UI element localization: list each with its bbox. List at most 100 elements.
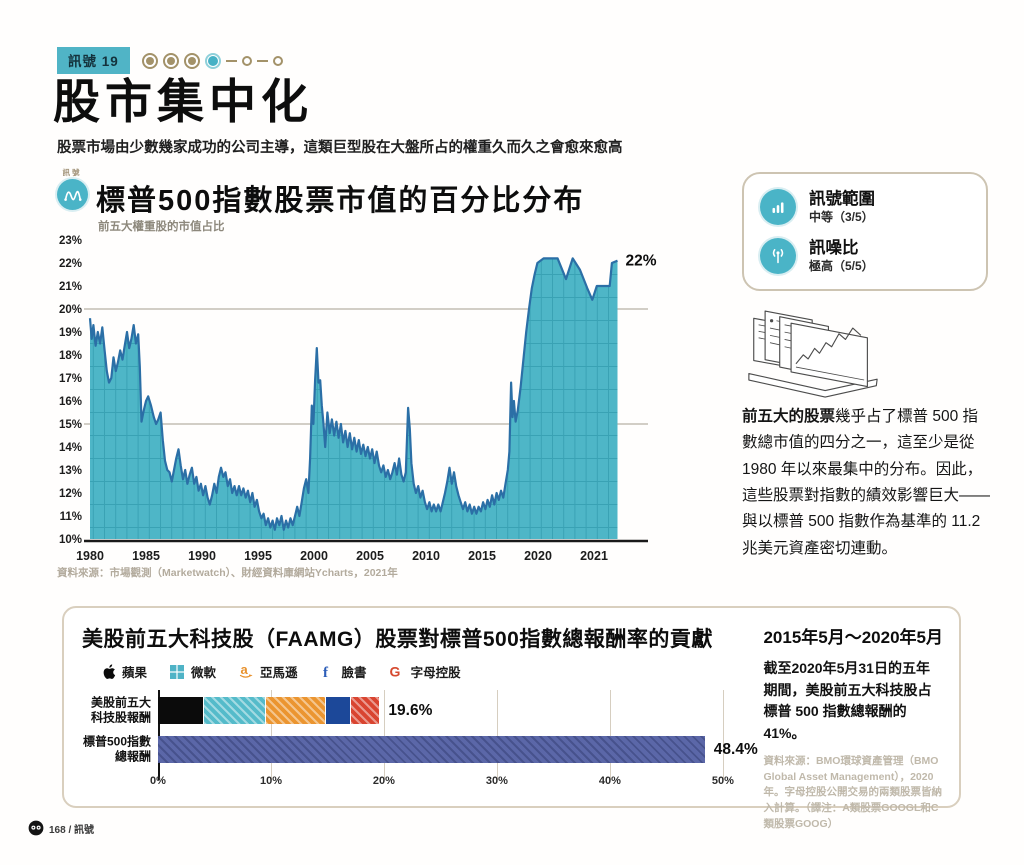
- page-title: 股市集中化: [53, 75, 313, 128]
- svg-text:18%: 18%: [59, 350, 82, 362]
- google-icon: G: [389, 664, 405, 680]
- bar-total-label: 48.4%: [713, 740, 758, 758]
- amazon-icon: a: [238, 663, 254, 680]
- svg-text:2010: 2010: [412, 549, 440, 563]
- svg-text:2005: 2005: [356, 549, 384, 563]
- svg-text:1985: 1985: [132, 549, 160, 563]
- bar-axis-tick: 50%: [711, 775, 734, 787]
- svg-text:13%: 13%: [59, 465, 82, 477]
- legend-label: 微軟: [191, 666, 217, 680]
- legend-label: 臉書: [341, 666, 367, 680]
- signal-range-label: 訊號範圍: [809, 189, 875, 208]
- bar-gridline: [722, 690, 724, 780]
- svg-text:19%: 19%: [59, 327, 82, 339]
- chart-rack-illustration: [748, 310, 878, 398]
- chart-icon-micro-label: 訊號: [62, 168, 82, 177]
- page-subtitle: 股票市場由少數幾家成功的公司主導，這類巨型股在大盤所占的權重久而久之會愈來愈高: [57, 140, 623, 156]
- svg-text:1980: 1980: [76, 549, 104, 563]
- signal-bars-icon: [760, 189, 796, 225]
- bar-track: [158, 736, 745, 763]
- svg-text:11%: 11%: [60, 511, 82, 523]
- snr-row: 訊噪比 極高（5/5）: [760, 238, 970, 274]
- progress-dot-done: [141, 52, 158, 69]
- publisher-logo-icon: [28, 820, 44, 836]
- bar-gridline: [609, 690, 611, 780]
- dot-connector: [256, 59, 268, 62]
- faamg-legend: 蘋果 微軟 a 亞馬遜 f 臉書 G 字母控股: [100, 662, 753, 681]
- bar-axis-tick: 30%: [485, 775, 508, 787]
- legend-label: 字母控股: [410, 666, 461, 680]
- progress-dot-todo: [241, 55, 252, 66]
- svg-text:1990: 1990: [188, 549, 216, 563]
- chart-icon-block: 訊號: [55, 167, 89, 210]
- svg-text:1995: 1995: [244, 549, 272, 563]
- svg-text:2020: 2020: [524, 549, 552, 563]
- legend-item: 蘋果: [100, 662, 147, 681]
- progress-dots: [141, 52, 288, 69]
- progress-dot-done: [162, 52, 179, 69]
- bar-track: [158, 697, 745, 724]
- svg-text:21%: 21%: [59, 281, 82, 293]
- legend-label: 亞馬遜: [260, 666, 298, 680]
- dot-connector: [225, 59, 237, 62]
- main-chart-source: 資料來源：市場觀測（Marketwatch）、財經資料庫網站Ycharts，20…: [57, 567, 398, 579]
- main-chart-title: 標普500指數股票市值的百分比分布: [96, 185, 585, 217]
- bar-gridline: [270, 690, 272, 780]
- svg-text:2015: 2015: [468, 549, 496, 563]
- bar-segment-臉書: [326, 697, 352, 724]
- svg-text:12%: 12%: [59, 488, 82, 500]
- svg-text:2000: 2000: [300, 549, 328, 563]
- bar-row-label: 標普500指數 總報酬: [82, 733, 151, 764]
- faamg-note: 截至2020年5月31日的五年期間，美股前五大科技股占標普 500 指數總報酬的…: [763, 660, 932, 742]
- bar-segment-標普500指數總報酬: [158, 736, 705, 763]
- signal-range-value: 中等（3/5）: [809, 209, 874, 224]
- legend-item: f 臉書: [320, 662, 367, 681]
- side-note: 前五大的股票幾乎占了標普 500 指數總市值的四分之一，這至少是從 1980 年…: [742, 404, 992, 562]
- svg-text:10%: 10%: [59, 534, 82, 546]
- faamg-panel: 美股前五大科技股（FAAMG）股票對標普500指數總報酬率的貢獻 蘋果 微軟 a 亞馬…: [62, 606, 961, 830]
- page-footer: 168 / 訊號: [28, 820, 94, 836]
- svg-text:G: G: [390, 664, 401, 680]
- page-number: 168 / 訊號: [49, 824, 95, 836]
- svg-text:15%: 15%: [59, 419, 82, 431]
- faamg-period: 2015年5月～2020年5月: [763, 628, 943, 647]
- faamg-bar-chart: 美股前五大 科技股報酬 19.6% 標普500指數 總報酬 48.4% 0% 10% 20% 30…: [83, 690, 758, 791]
- svg-text:17%: 17%: [59, 373, 82, 385]
- snr-value: 極高（5/5）: [809, 258, 874, 273]
- svg-text:23%: 23%: [59, 235, 82, 247]
- snr-label: 訊噪比: [809, 238, 859, 257]
- bar-row: 標普500指數 總報酬 48.4%: [83, 734, 758, 764]
- signal-wave-icon: [56, 179, 88, 210]
- bar-gridline: [496, 690, 498, 780]
- svg-text:22%: 22%: [59, 258, 82, 270]
- bar-axis-tick: 40%: [598, 775, 621, 787]
- legend-item: a 亞馬遜: [238, 662, 298, 681]
- bar-row: 美股前五大 科技股報酬 19.6%: [91, 695, 745, 725]
- legend-label: 蘋果: [122, 666, 148, 680]
- svg-text:f: f: [323, 665, 329, 680]
- facebook-icon: f: [320, 664, 336, 680]
- microsoft-icon: [169, 664, 185, 680]
- sp500-concentration-area-chart: 23% 22% 21% 20% 19% 18% 17% 16% 15% 14% 13% 12% 11% 1…: [59, 235, 657, 563]
- bar-total-label: 19.6%: [388, 701, 433, 719]
- bar-axis-tick: 0%: [150, 775, 166, 787]
- signal-range-row: 訊號範圍 中等（3/5）: [760, 189, 970, 225]
- svg-text:2021: 2021: [580, 549, 608, 563]
- progress-dot-todo: [272, 55, 283, 66]
- apple-icon: [100, 663, 116, 680]
- bar-row-label: 美股前五大 科技股報酬: [90, 694, 151, 725]
- bar-axis-tick: 10%: [259, 775, 282, 787]
- svg-text:16%: 16%: [59, 396, 82, 408]
- faamg-source: 資料來源：BMO環球資產管理（BMO Global Asset Manageme…: [763, 754, 942, 830]
- legend-item: 微軟: [169, 662, 216, 681]
- legend-item: G 字母控股: [389, 662, 461, 681]
- svg-text:22%: 22%: [626, 253, 657, 270]
- progress-dot-done: [183, 52, 200, 69]
- bar-axis: 0% 10% 20% 30% 40% 50%: [150, 775, 745, 791]
- bar-gridline: [158, 690, 160, 780]
- faamg-title: 美股前五大科技股（FAAMG）股票對標普500指數總報酬率的貢獻: [82, 628, 713, 651]
- bar-segment-亞馬遜: [266, 697, 327, 724]
- bar-axis-tick: 20%: [372, 775, 395, 787]
- antenna-icon: [760, 238, 796, 274]
